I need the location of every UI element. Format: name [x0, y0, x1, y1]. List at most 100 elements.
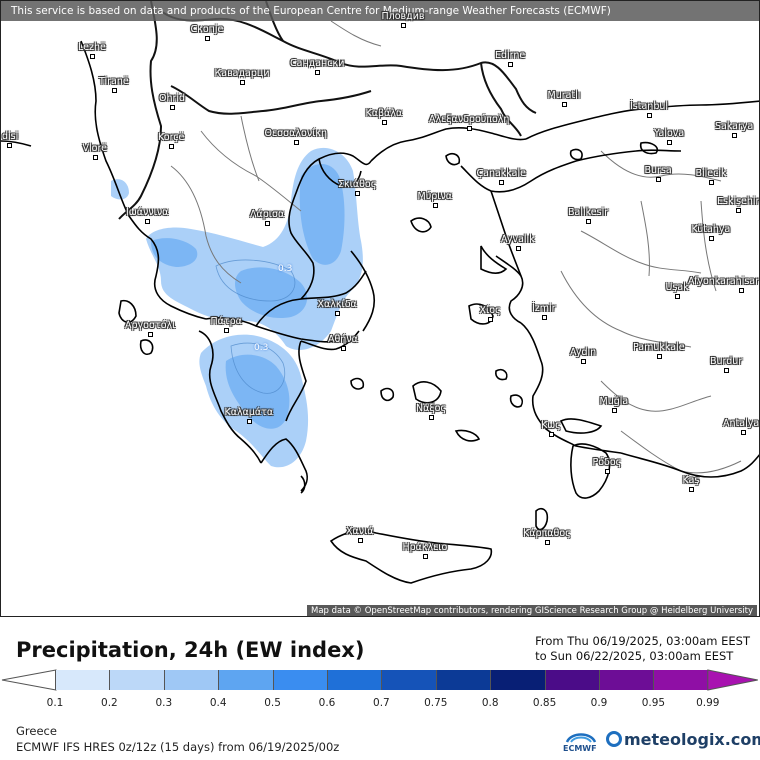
colorbar-cell — [490, 670, 545, 690]
colorbar-tick-label: 0.5 — [264, 697, 281, 709]
city-label: Σκιάθος — [338, 179, 377, 190]
city-marker — [112, 88, 117, 93]
city-label: Eskişehir — [717, 196, 760, 207]
colorbar-cell — [653, 670, 708, 690]
city-marker — [689, 487, 694, 492]
city-marker — [265, 221, 270, 226]
city-marker — [516, 246, 521, 251]
city-label: Κάρπαθος — [523, 528, 571, 539]
city-marker — [341, 346, 346, 351]
city-marker — [169, 144, 174, 149]
contour-lines — [215, 259, 296, 394]
colorbar-cell — [544, 670, 599, 690]
city-marker — [709, 236, 714, 241]
city-label: Αργοστόλι — [125, 320, 176, 331]
city-label: Çanakkale — [476, 168, 526, 179]
city-label: Пловдив — [381, 11, 425, 22]
chart-title: Precipitation, 24h (EW index) — [16, 638, 365, 662]
city-label: Καβάλα — [365, 108, 403, 119]
colorbar-cell — [435, 670, 491, 690]
city-label: Sakarya — [715, 121, 754, 132]
colorbar-tick-label: 0.99 — [696, 697, 720, 709]
contour-value-label: 0.3 — [278, 264, 293, 274]
date-to: to Sun 06/22/2025, 03:00am EEST — [535, 649, 734, 663]
city-marker — [355, 191, 360, 196]
colorbar-cell — [55, 670, 110, 690]
forecast-map[interactable]: This service is based on data and produc… — [0, 0, 760, 617]
colorbar-tick-label: 0.4 — [209, 697, 227, 709]
city-marker — [467, 126, 472, 131]
meteologix-logo-icon — [606, 731, 622, 747]
date-from: From Thu 06/19/2025, 03:00am EEST — [535, 634, 750, 648]
city-marker — [739, 288, 744, 293]
colorbar-tick-label: 0.85 — [532, 697, 557, 709]
city-label: Κως — [541, 420, 561, 431]
city-label: Kaş — [682, 475, 700, 486]
colorbar-tick-label: 0.95 — [641, 697, 666, 709]
colorbar-max-triangle — [707, 669, 758, 691]
city-marker — [736, 208, 741, 213]
city-marker — [401, 23, 406, 28]
city-marker — [647, 113, 652, 118]
city-label: Χαλκίδα — [317, 299, 357, 310]
city-label: Burdur — [710, 356, 743, 367]
city-marker — [675, 294, 680, 299]
city-label: Korçë — [158, 132, 185, 143]
city-label: Edirne — [495, 50, 526, 61]
city-label: Θεσσαλονίκη — [264, 128, 328, 139]
city-label: Lezhë — [78, 42, 106, 53]
city-label: Καλαμάτα — [224, 407, 274, 418]
colorbar-cell — [218, 670, 273, 690]
city-marker — [549, 432, 554, 437]
city-label: Uşak — [665, 282, 689, 293]
city-label: Νάξος — [416, 403, 447, 414]
city-label: Сандански — [290, 58, 345, 69]
city-label: Antalya — [723, 418, 760, 429]
city-marker — [315, 70, 320, 75]
city-label: Ιωάννινα — [126, 207, 169, 218]
city-label: İstanbul — [630, 101, 669, 112]
colorbar-cell — [272, 670, 327, 690]
admin-borders — [170, 20, 742, 474]
city-marker — [709, 180, 714, 185]
city-label: Balıkesir — [568, 207, 609, 218]
city-label: Pamukkale — [633, 342, 685, 353]
city-marker — [488, 317, 493, 322]
city-marker — [741, 430, 746, 435]
city-marker — [499, 180, 504, 185]
city-label: Afyonkarahisar — [688, 276, 760, 287]
city-marker — [542, 315, 547, 320]
city-label: Ayvalık — [501, 234, 535, 245]
colorbar-cell — [163, 670, 219, 690]
meteologix-brand[interactable]: meteologix.com — [624, 730, 760, 749]
city-marker — [247, 419, 252, 424]
city-label: Πάτρα — [210, 316, 242, 327]
city-marker — [667, 140, 672, 145]
city-marker — [732, 133, 737, 138]
city-marker — [562, 102, 567, 107]
colorbar-tick-label: 0.7 — [373, 697, 390, 709]
colorbar-cell — [326, 670, 382, 690]
city-label: Ρόδος — [592, 457, 622, 468]
city-marker — [612, 408, 617, 413]
region-label: Greece — [16, 724, 57, 738]
city-label: Χανιά — [346, 526, 374, 537]
colorbar-tick-label: 0.6 — [318, 697, 336, 709]
city-marker — [358, 538, 363, 543]
city-label: Ohrid — [159, 93, 186, 104]
city-marker — [433, 203, 438, 208]
date-range: From Thu 06/19/2025, 03:00am EEST to Sun… — [535, 634, 750, 664]
city-label: Χίος — [479, 305, 501, 316]
city-marker — [224, 328, 229, 333]
colorbar-cell — [109, 670, 164, 690]
city-label: Muratlı — [547, 90, 581, 101]
colorbar-max-arrow — [707, 669, 758, 691]
colorbar-cell — [598, 670, 654, 690]
ecmwf-logo-icon — [565, 733, 597, 743]
city-marker — [145, 219, 150, 224]
city-label: Yalova — [654, 128, 685, 139]
city-label: Αλεξανδρούπολη — [429, 114, 510, 125]
city-marker — [605, 469, 610, 474]
map-attribution[interactable]: Map data © OpenStreetMap contributors, r… — [307, 605, 757, 616]
colorbar-tick-label: 0.9 — [590, 697, 608, 709]
